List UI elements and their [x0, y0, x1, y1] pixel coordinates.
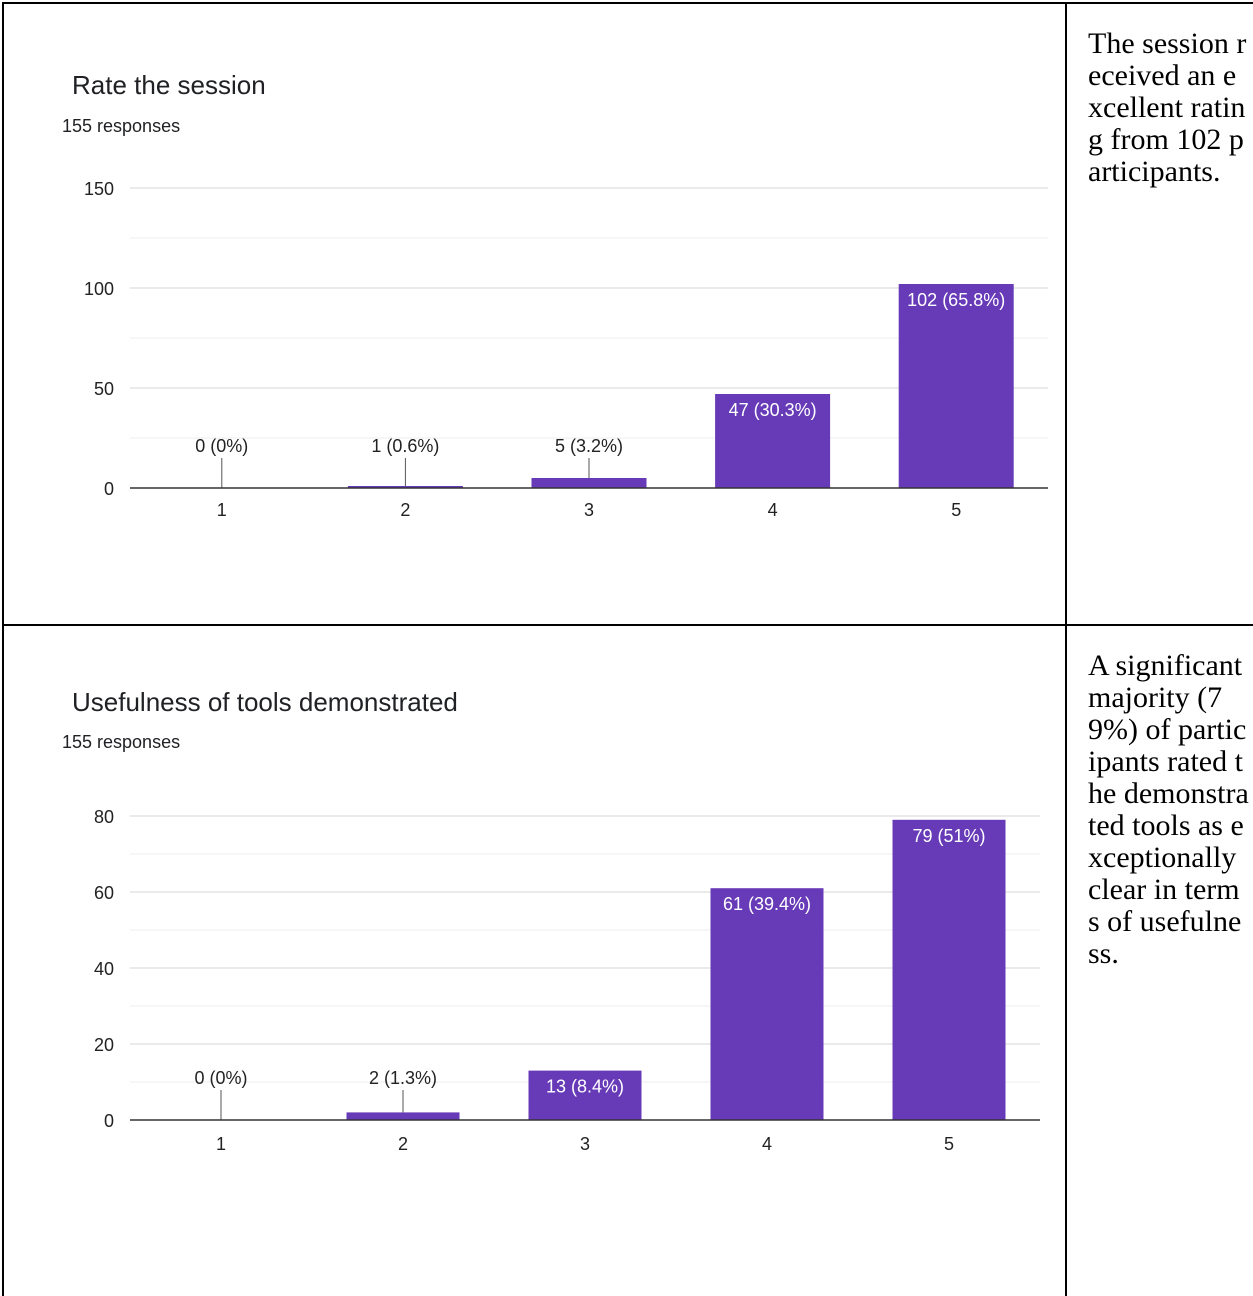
- bar: [528, 1070, 642, 1120]
- bar: [898, 284, 1014, 488]
- y-tick-label: 0: [104, 479, 114, 499]
- x-tick-label: 1: [217, 500, 227, 520]
- bar: [347, 486, 463, 488]
- x-tick-label: 3: [584, 500, 594, 520]
- row-usefulness: Usefulness of tools demonstrated 155 resp…: [2, 624, 1253, 1296]
- data-label: 102 (65.8%): [907, 290, 1005, 310]
- data-label: 5 (3.2%): [555, 436, 623, 456]
- y-tick-label: 150: [84, 179, 114, 199]
- note-cell-usefulness: A significant majority (79%) of particip…: [1065, 624, 1253, 1296]
- bar: [892, 819, 1006, 1120]
- y-tick-label: 80: [94, 807, 114, 827]
- note-rate-session: The session received an excellent rating…: [1088, 27, 1247, 188]
- x-tick-label: 2: [398, 1134, 408, 1154]
- y-tick-label: 100: [84, 279, 114, 299]
- note-cell-rate-session: The session received an excellent rating…: [1065, 2, 1253, 626]
- x-tick-label: 5: [944, 1134, 954, 1154]
- x-tick-label: 4: [762, 1134, 772, 1154]
- x-tick-label: 4: [768, 500, 778, 520]
- y-tick-label: 40: [94, 959, 114, 979]
- chart-usefulness: Usefulness of tools demonstrated 155 resp…: [62, 687, 1040, 1154]
- data-label: 0 (0%): [195, 436, 248, 456]
- data-label: 79 (51%): [912, 826, 985, 846]
- bar: [715, 394, 831, 488]
- chart-title: Usefulness of tools demonstrated: [72, 687, 458, 717]
- chart-subtitle: 155 responses: [62, 732, 180, 752]
- x-tick-label: 5: [951, 500, 961, 520]
- data-label: 61 (39.4%): [723, 894, 811, 914]
- bar: [531, 478, 647, 488]
- data-label: 1 (0.6%): [371, 436, 439, 456]
- data-label: 0 (0%): [194, 1068, 247, 1088]
- note-usefulness: A significant majority (79%) of particip…: [1088, 649, 1249, 970]
- row-rate-session: Rate the session 155 responses 0 50 100 150 0 …: [2, 2, 1253, 626]
- chart-subtitle: 155 responses: [62, 116, 180, 136]
- bar: [710, 888, 824, 1120]
- bar: [346, 1112, 460, 1120]
- x-tick-label: 2: [400, 500, 410, 520]
- y-tick-label: 0: [104, 1111, 114, 1131]
- chart-cell-rate-session: Rate the session 155 responses 0 50 100 150 0 …: [2, 2, 1067, 626]
- y-tick-label: 60: [94, 883, 114, 903]
- y-tick-label: 50: [94, 379, 114, 399]
- x-tick-label: 3: [580, 1134, 590, 1154]
- chart-rate-session: Rate the session 155 responses 0 50 100 150 0 …: [62, 70, 1048, 520]
- x-tick-label: 1: [216, 1134, 226, 1154]
- chart-cell-usefulness: Usefulness of tools demonstrated 155 resp…: [2, 624, 1067, 1296]
- data-label: 47 (30.3%): [729, 400, 817, 420]
- data-label: 13 (8.4%): [546, 1077, 624, 1097]
- chart-title: Rate the session: [72, 70, 266, 100]
- data-label: 2 (1.3%): [369, 1068, 437, 1088]
- y-tick-label: 20: [94, 1035, 114, 1055]
